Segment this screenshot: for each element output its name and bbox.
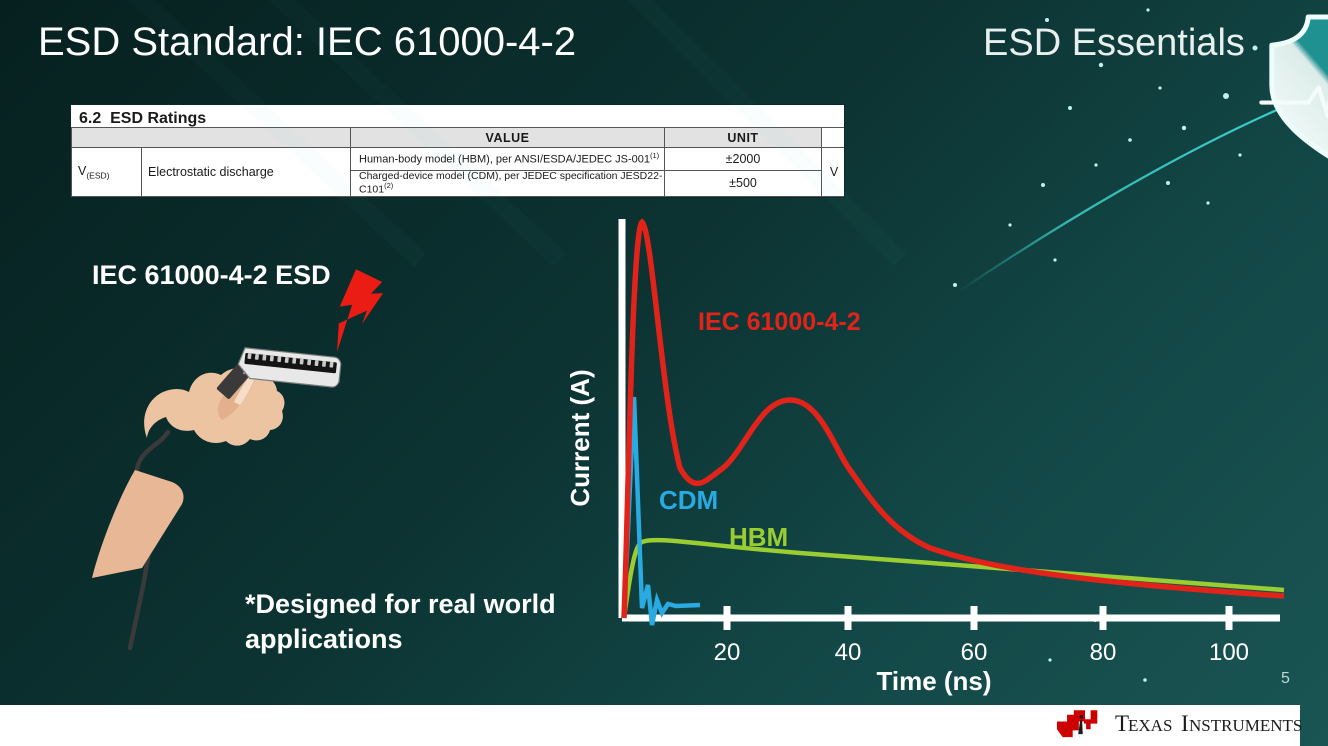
svg-text:HBM: HBM — [729, 522, 788, 552]
svg-text:80: 80 — [1090, 639, 1117, 666]
svg-text:Current (A): Current (A) — [565, 369, 595, 506]
svg-text:40: 40 — [835, 639, 862, 666]
svg-text:60: 60 — [961, 639, 988, 666]
svg-text:IEC 61000-4-2: IEC 61000-4-2 — [698, 308, 861, 336]
svg-text:20: 20 — [714, 639, 741, 666]
svg-text:Time (ns): Time (ns) — [876, 666, 991, 696]
svg-text:CDM: CDM — [659, 485, 718, 515]
svg-text:100: 100 — [1209, 639, 1249, 666]
